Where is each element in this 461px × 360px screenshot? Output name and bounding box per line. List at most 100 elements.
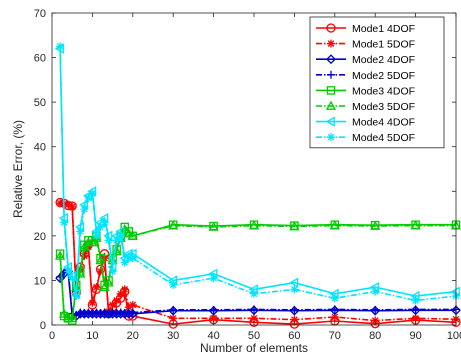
x-tick-label: 50 [248, 330, 260, 342]
data-point [72, 292, 81, 301]
data-point [96, 222, 105, 231]
data-point [330, 294, 339, 303]
data-point [56, 42, 65, 51]
data-point [250, 314, 258, 323]
y-tick-label: 60 [34, 53, 46, 65]
data-point [92, 231, 101, 240]
data-point [290, 315, 299, 324]
x-tick-label: 40 [207, 330, 219, 342]
data-point [120, 285, 129, 294]
y-tick-label: 30 [34, 186, 46, 198]
data-point [371, 316, 380, 325]
series-layer [54, 42, 461, 329]
legend-label: Mode1 5DOF [352, 39, 415, 51]
data-point [169, 280, 178, 289]
x-tick-label: 60 [288, 330, 300, 342]
legend-label: Mode2 5DOF [352, 70, 415, 82]
data-point [168, 220, 179, 230]
data-point [128, 300, 137, 309]
legend-box [309, 16, 445, 149]
data-point [128, 254, 137, 263]
x-axis-label: Number of elements [200, 341, 308, 355]
legend-marker [325, 116, 335, 127]
x-tick-label: 100 [447, 330, 461, 342]
data-point [84, 193, 93, 202]
legend-item: Mode2 4DOF [316, 54, 415, 66]
data-point [411, 314, 420, 323]
legend-marker [326, 54, 336, 65]
data-point [99, 281, 110, 291]
data-point [330, 305, 339, 314]
x-tick-label: 70 [329, 330, 341, 342]
data-point [68, 202, 77, 211]
data-point [54, 250, 66, 260]
data-point [169, 314, 178, 323]
data-point [104, 236, 113, 245]
legend-item: Mode3 4DOF [316, 85, 415, 97]
data-point [79, 241, 90, 251]
x-tick-label: 20 [127, 330, 139, 342]
legend-label: Mode3 5DOF [352, 101, 415, 113]
data-point [87, 237, 98, 247]
data-point [116, 231, 125, 240]
legend-marker [327, 70, 335, 79]
data-point [290, 285, 299, 294]
legend-label: Mode4 5DOF [352, 132, 415, 144]
y-tick-label: 0 [40, 320, 46, 332]
data-point [64, 200, 73, 209]
data-point [120, 258, 129, 267]
y-tick-label: 50 [34, 97, 46, 109]
data-point [68, 274, 77, 283]
legend-marker [326, 86, 336, 95]
data-point [123, 228, 134, 238]
data-point [329, 220, 340, 230]
data-point [208, 221, 219, 231]
legend-item: Mode3 5DOF [316, 100, 415, 113]
x-tick-label: 80 [369, 330, 381, 342]
data-point [112, 236, 121, 245]
data-point [371, 305, 380, 314]
y-tick-label: 40 [34, 142, 46, 154]
data-point [108, 300, 117, 309]
x-tick-label: 90 [409, 330, 421, 342]
data-point [96, 267, 105, 276]
data-point [127, 230, 138, 240]
legend-label: Mode2 4DOF [352, 54, 415, 66]
data-point [59, 308, 70, 318]
data-point [209, 274, 218, 283]
data-point [108, 267, 117, 276]
data-point [60, 218, 69, 227]
data-point [80, 251, 89, 260]
x-tick-label: 10 [86, 330, 98, 342]
x-tick-label: 0 [49, 330, 55, 342]
legend: Mode1 4DOF Mode1 5DOF Mode2 4DOF Mode2 5DOF… [309, 16, 445, 149]
data-point [248, 220, 260, 230]
data-point [370, 220, 381, 230]
legend-label: Mode1 4DOF [352, 23, 415, 35]
data-point [75, 268, 86, 278]
data-point [250, 305, 258, 314]
data-point [95, 255, 106, 265]
data-point [80, 205, 89, 214]
data-point [112, 296, 121, 305]
legend-label: Mode4 4DOF [352, 117, 415, 129]
data-point [411, 296, 420, 305]
y-tick-label: 10 [34, 275, 46, 287]
data-point [92, 283, 101, 292]
data-point [250, 289, 258, 298]
data-point [67, 312, 78, 323]
data-point [330, 312, 339, 321]
data-point [116, 289, 125, 298]
series-mode4-5dof [56, 42, 460, 305]
legend-marker [327, 133, 335, 142]
data-point [169, 305, 178, 314]
legend-marker [327, 39, 335, 48]
legend-item: Mode4 4DOF [316, 116, 415, 129]
x-tick-label: 30 [167, 330, 179, 342]
legend-item: Mode1 5DOF [316, 39, 415, 51]
data-point [411, 305, 420, 314]
data-point [100, 218, 109, 227]
data-point [410, 220, 421, 230]
y-tick-label: 20 [34, 231, 46, 243]
y-axis-label: Relative Error, (%) [11, 120, 25, 218]
